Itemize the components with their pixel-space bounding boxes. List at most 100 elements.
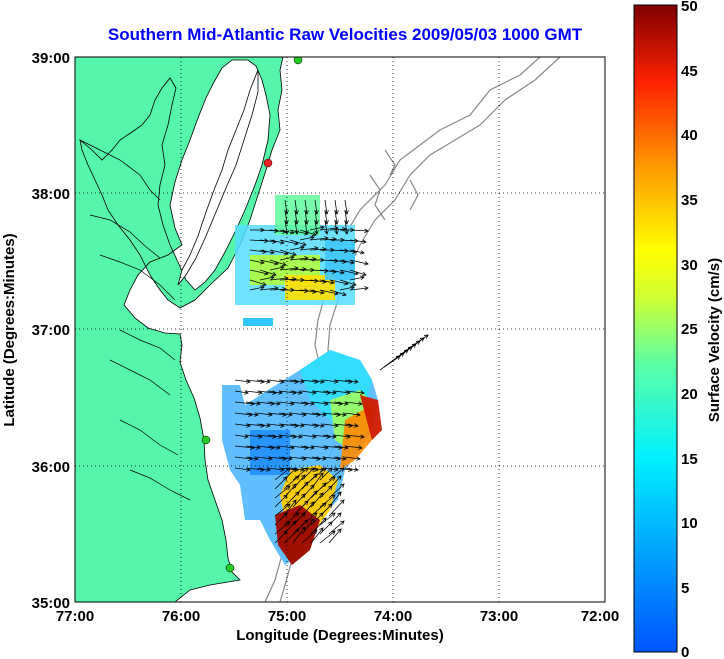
velocity-arrow [328, 483, 345, 499]
bathymetry-contour-3 [369, 149, 419, 221]
velocity-arrow [283, 528, 300, 544]
velocity-arrowhead [276, 445, 281, 450]
velocity-arrow [249, 286, 265, 291]
velocity-arrowhead [334, 230, 339, 235]
velocity-arrow [269, 277, 289, 281]
velocity-arrow [292, 481, 309, 499]
velocity-arrow [256, 445, 275, 449]
velocity-arrow [324, 219, 328, 235]
velocity-arrowhead [322, 482, 327, 487]
velocity-arrow [267, 456, 287, 460]
velocity-arrowhead [320, 379, 325, 384]
velocity-arrow [349, 269, 367, 276]
velocity-arrowhead [310, 235, 315, 240]
velocity-arrowhead [350, 285, 355, 290]
velocity-arrowhead [301, 241, 307, 247]
velocity-arrow [333, 445, 349, 449]
velocity-arrowhead [294, 230, 299, 235]
velocity-arrow [269, 266, 285, 271]
velocity-arrow [256, 390, 277, 394]
velocity-arrow [300, 456, 321, 460]
velocity-arrow [349, 259, 369, 265]
velocity-arrowhead [244, 434, 249, 439]
velocity-arrow [234, 390, 249, 394]
velocity-arrow [334, 209, 338, 225]
velocity-arrow [245, 379, 265, 383]
velocity-arrowhead [337, 528, 342, 533]
velocity-arrowhead [298, 434, 303, 439]
grid [75, 57, 605, 602]
velocity-arrowhead [313, 490, 318, 495]
velocity-arrowhead [320, 225, 325, 230]
velocity-arrow [309, 237, 329, 241]
velocity-arrow [278, 423, 299, 427]
velocity-arrow [289, 445, 309, 449]
map-frame [74, 56, 606, 603]
velocity-arrow [310, 517, 327, 535]
velocity-arrowhead [295, 475, 300, 480]
velocity-arrow [333, 379, 353, 383]
velocity-arrow [322, 401, 343, 405]
colorbar-label: Surface Velocity (cm/s) [706, 258, 723, 422]
velocity-arrowhead [266, 423, 271, 428]
velocity-arrow [328, 528, 342, 544]
station-marker-3 [201, 435, 211, 445]
velocity-arrowhead [354, 423, 359, 428]
velocity-arrowhead [324, 230, 329, 235]
velocity-arrow [267, 467, 285, 471]
velocity-arrow [289, 239, 307, 246]
velocity-arrow [299, 229, 317, 236]
velocity-arrow [299, 247, 319, 251]
velocity-arrow [294, 199, 298, 215]
velocity-arrow [267, 434, 283, 438]
velocity-arrow [234, 423, 251, 427]
velocity-arrow [234, 445, 255, 449]
velocity-arrow [344, 467, 359, 471]
velocity-arrowhead [341, 291, 347, 297]
velocity-arrow [314, 199, 318, 215]
y-axis-label: Latitude (Degrees:Minutes) [1, 233, 18, 426]
velocity-arrow [289, 268, 307, 271]
velocity-arrow [289, 390, 303, 394]
velocity-arrow [289, 379, 305, 383]
velocity-arrow [310, 467, 327, 481]
y-tick-label: 37:00 [32, 322, 70, 339]
velocity-arrow [311, 401, 329, 405]
velocity-arrowhead [340, 499, 345, 504]
velocity-arrow [300, 401, 315, 405]
velocity-arrow [311, 390, 331, 394]
velocity-arrowhead [356, 412, 361, 417]
velocity-arrow [249, 269, 269, 275]
velocity-arrowhead [304, 481, 309, 486]
velocity-arrow [322, 379, 339, 383]
velocity-arrow [279, 249, 297, 256]
velocity-arrowhead [358, 445, 363, 450]
velocity-arrow [300, 390, 317, 394]
velocity-arrow [269, 249, 289, 255]
velocity-arrow [309, 248, 327, 251]
velocity-arrowhead [423, 334, 429, 339]
colorbar-tick-label: 20 [681, 386, 698, 403]
velocity-arrow [311, 412, 327, 416]
velocity-arrowhead [260, 285, 265, 290]
velocity-arrow [301, 490, 318, 508]
velocity-arrowhead [310, 518, 315, 524]
velocity-arrowhead [310, 467, 315, 472]
velocity-arrow [339, 259, 355, 264]
velocity-arrow [278, 390, 297, 394]
velocity-arrow [301, 501, 315, 517]
colorbar-tick-label: 5 [681, 580, 689, 597]
velocity-arrowhead [254, 456, 259, 461]
velocity-arrow [267, 379, 285, 383]
velocity-arrow [322, 445, 343, 449]
velocity-arrowhead [358, 401, 363, 406]
y-axis-ticks: 39:00 38:00 37:00 36:00 35:00 [32, 50, 70, 612]
station-marker-4 [225, 563, 235, 573]
velocity-arrowhead [301, 493, 306, 498]
velocity-arrowhead [364, 286, 369, 291]
velocity-arrow [324, 199, 328, 215]
velocity-arrow [407, 334, 429, 350]
velocity-arrowhead [319, 472, 324, 478]
velocity-arrow [292, 467, 309, 481]
velocity-arrowhead [339, 467, 345, 472]
